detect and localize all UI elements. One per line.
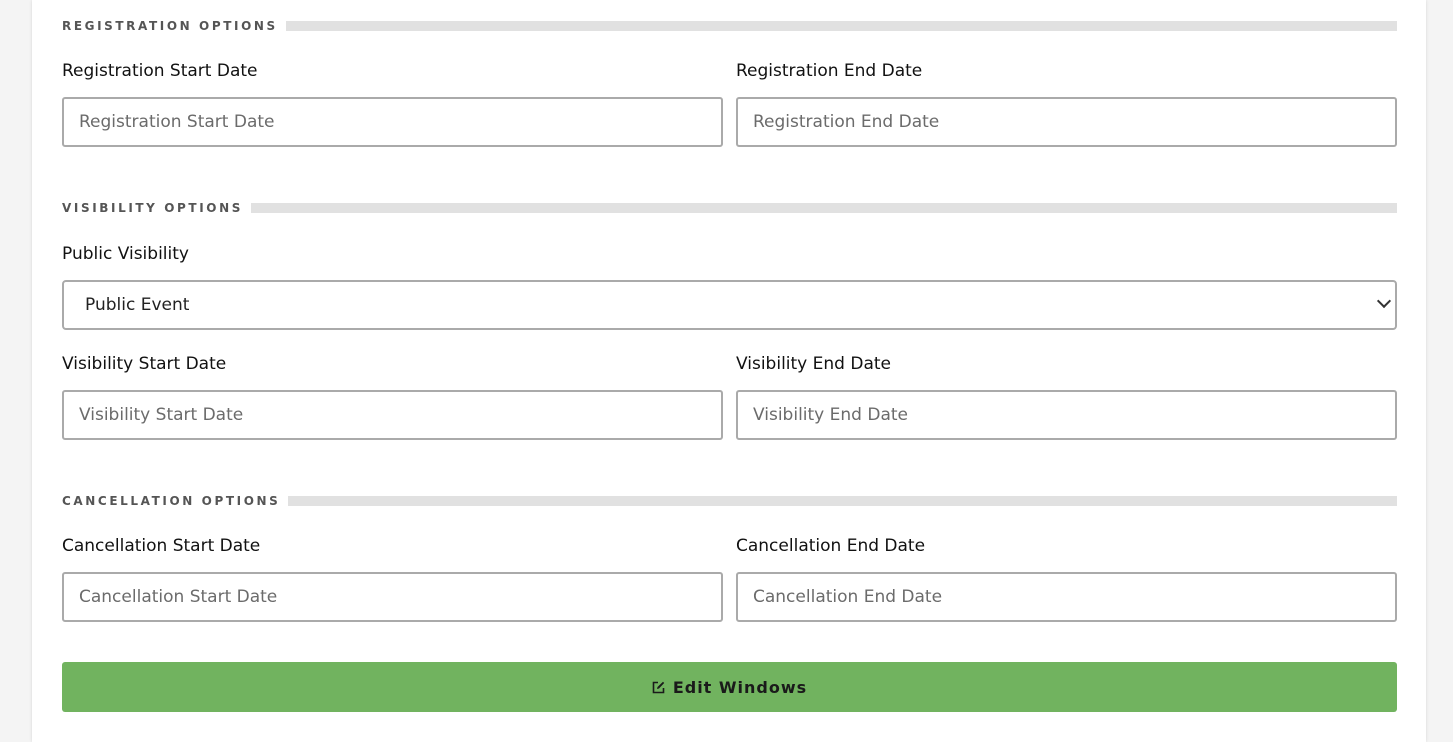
chevron-down-icon [1376, 293, 1392, 309]
selected-value: Public Event [85, 295, 190, 315]
visibility-section-header: VISIBILITY OPTIONS [62, 201, 1397, 215]
divider [285, 21, 1397, 31]
section-title: CANCELLATION OPTIONS [62, 494, 281, 508]
cancellation-section-header: CANCELLATION OPTIONS [62, 494, 1397, 508]
registration-end-label: Registration End Date [736, 61, 923, 81]
visibility-start-label: Visibility Start Date [62, 354, 227, 374]
registration-start-input[interactable] [62, 97, 723, 147]
button-label: Edit Windows [672, 677, 808, 697]
visibility-start-input[interactable] [62, 390, 723, 440]
registration-end-input[interactable] [736, 97, 1397, 147]
divider [288, 496, 1397, 506]
edit-windows-button[interactable]: Edit Windows [62, 662, 1397, 712]
form-card: REGISTRATION OPTIONS Registration Start … [32, 0, 1426, 742]
section-title: REGISTRATION OPTIONS [62, 19, 278, 33]
cancellation-start-input[interactable] [62, 572, 723, 622]
cancellation-end-input[interactable] [736, 572, 1397, 622]
edit-icon [652, 681, 665, 693]
section-title: VISIBILITY OPTIONS [62, 201, 243, 215]
visibility-end-label: Visibility End Date [736, 354, 891, 374]
visibility-end-input[interactable] [736, 390, 1397, 440]
registration-start-label: Registration Start Date [62, 61, 258, 81]
registration-section-header: REGISTRATION OPTIONS [62, 19, 1397, 33]
public-visibility-select[interactable]: Public Event [62, 280, 1397, 330]
divider [250, 203, 1397, 213]
public-visibility-label: Public Visibility [62, 244, 189, 264]
cancellation-start-label: Cancellation Start Date [62, 536, 261, 556]
cancellation-end-label: Cancellation End Date [736, 536, 926, 556]
